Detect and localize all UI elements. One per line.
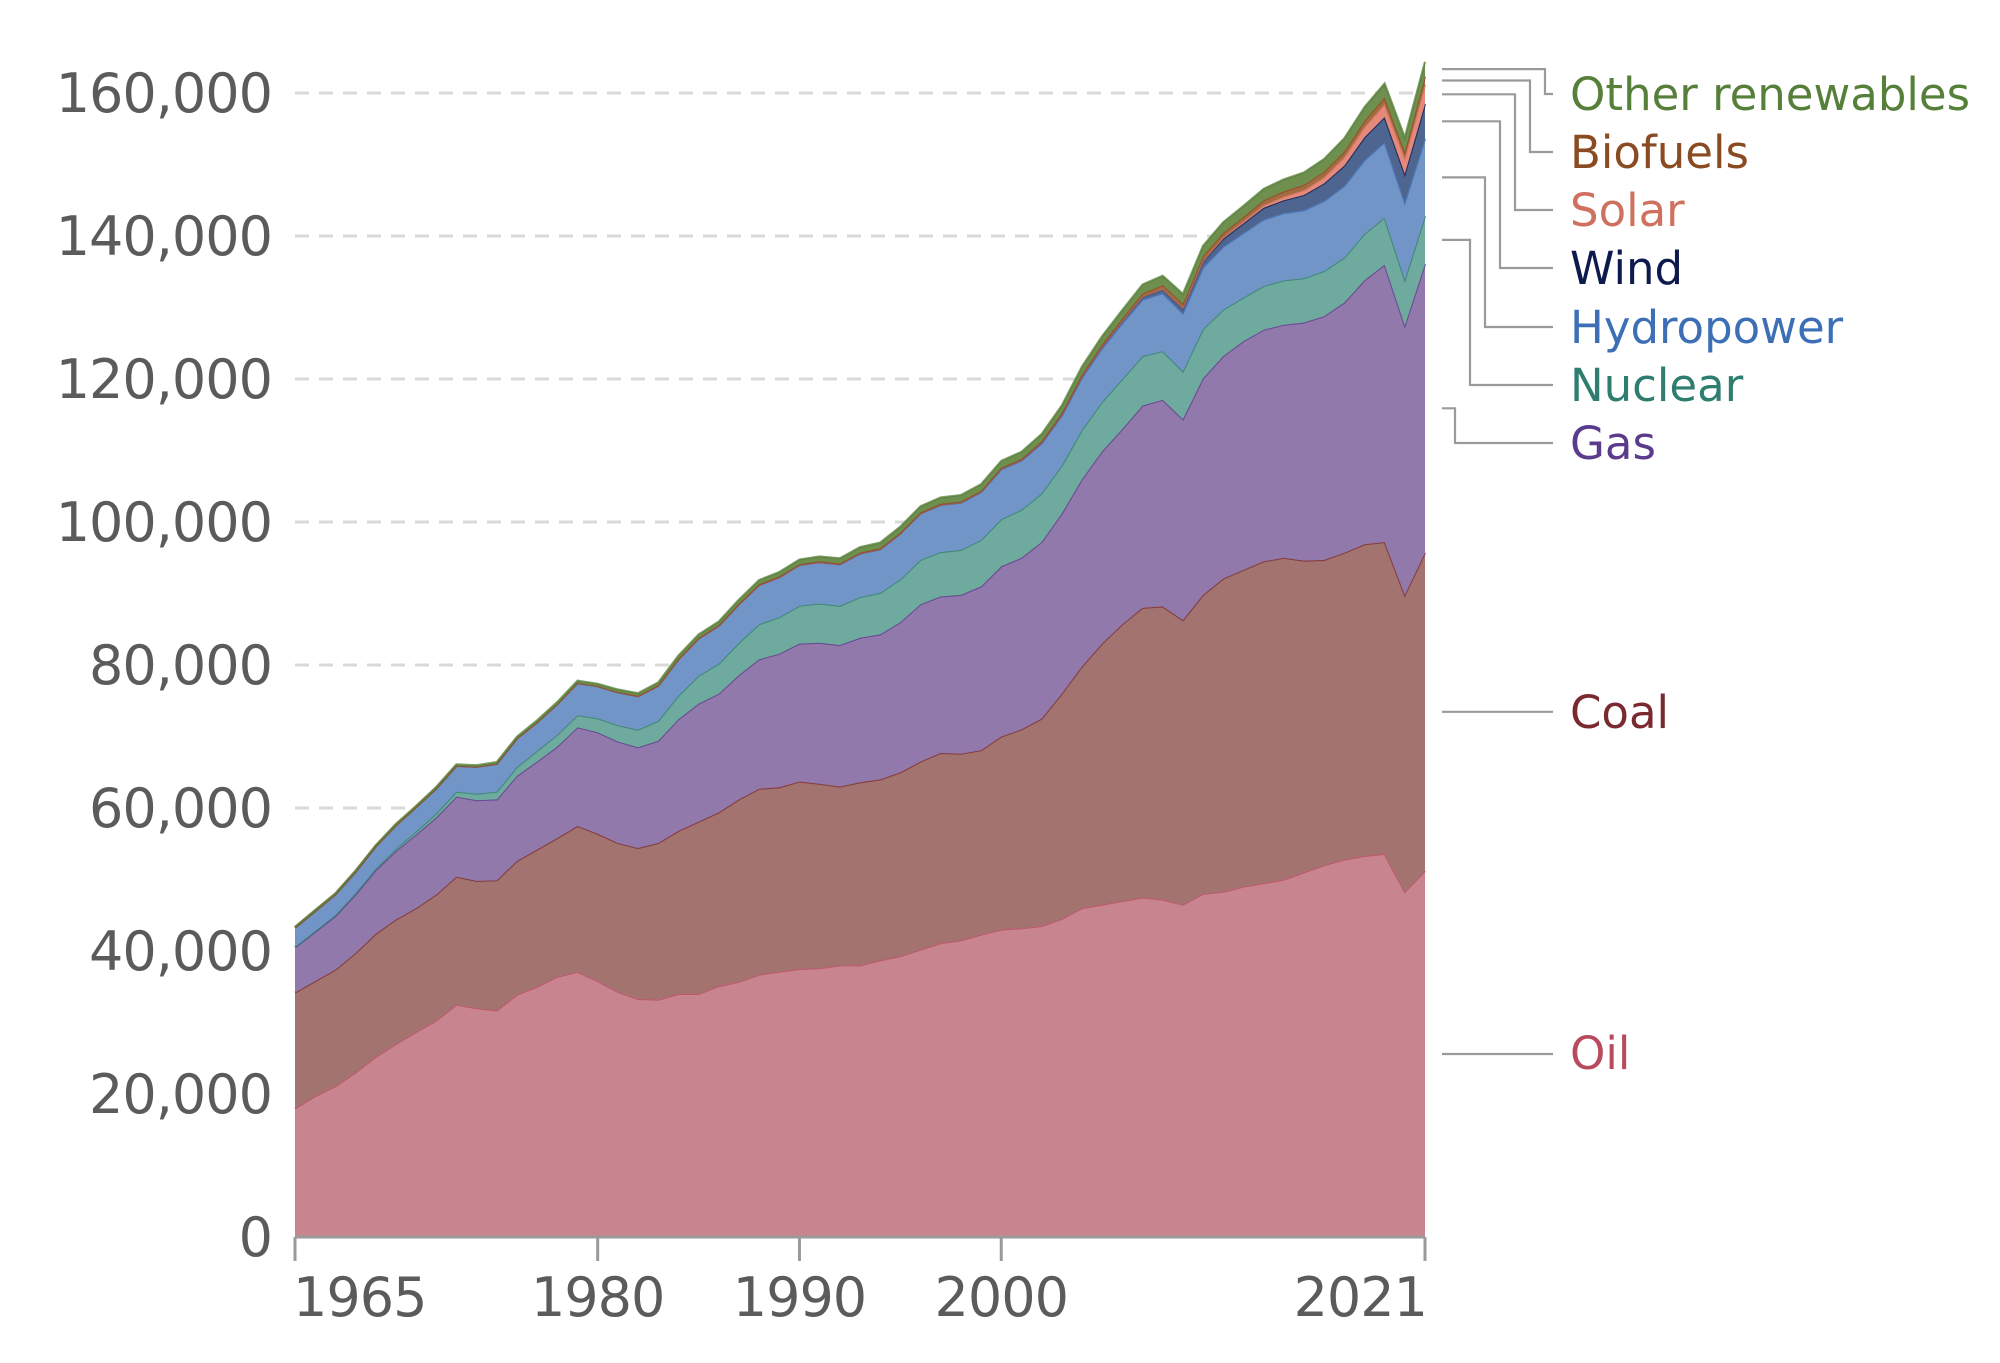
y-tick-label: 0 [239,1206,272,1269]
legend-label-biofuels: Biofuels [1570,126,1749,179]
legend-leader-line [1442,176,1553,329]
y-tick-label: 80,000 [89,634,272,697]
area-oil [295,853,1425,1237]
x-tick-label: 1965 [293,1266,426,1329]
y-tick-label: 20,000 [89,1063,272,1126]
legend-leader-line [1442,68,1553,96]
y-tick-label: 60,000 [89,777,272,840]
legend-leader-line [1442,79,1553,154]
area-gas [295,263,1425,993]
x-tick-label: 2021 [1294,1266,1427,1329]
area-edge-other-renewables [294,61,1427,928]
y-tick-label: 160,000 [56,62,272,125]
area-hydropower [295,138,1425,947]
x-tick-label: 1980 [531,1266,664,1329]
legend-leader-line [1442,93,1553,212]
y-tick-label: 120,000 [56,348,272,411]
legend-label-gas: Gas [1570,417,1656,470]
legend-label-nuclear: Nuclear [1570,359,1744,412]
x-tick-label: 1990 [733,1266,866,1329]
area-series [294,61,1427,1237]
y-tick-labels: 0 20,000 40,000 60,000 80,000 100,000 120,000 1… [56,62,273,1269]
legend-label-coal: Coal [1570,686,1669,739]
area-nuclear [295,216,1425,948]
legend-label-other-renewables: Other renewables [1570,68,1970,121]
y-tick-label: 140,000 [56,205,272,268]
legend-leader-line [1442,407,1553,445]
x-tick-label: 2000 [935,1266,1068,1329]
legend-label-solar: Solar [1570,184,1685,237]
legend-label-hydropower: Hydropower [1570,301,1844,354]
y-tick-label: 100,000 [56,491,272,554]
legend-leader-line [1442,238,1553,387]
y-tick-label: 40,000 [89,920,272,983]
legend-label-oil: Oil [1570,1027,1630,1080]
legend-leader-line [1442,120,1553,270]
x-tick-labels: 1965 1980 1990 2000 2021 [293,1237,1428,1329]
area-coal [295,542,1425,1109]
legend-label-wind: Wind [1570,242,1683,295]
